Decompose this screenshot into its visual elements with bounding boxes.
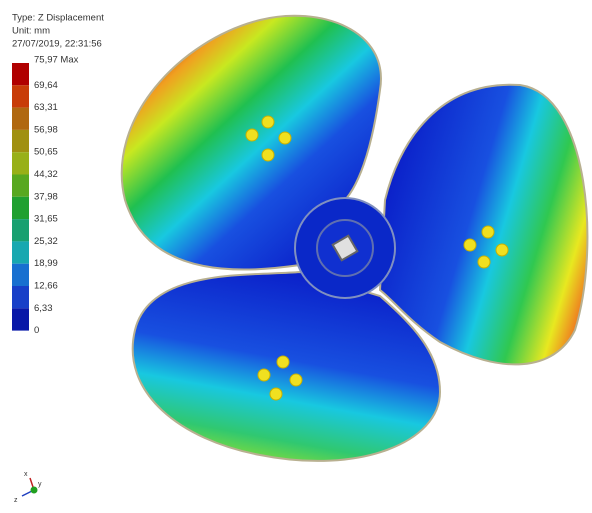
legend-label: 6,33: [34, 303, 53, 314]
color-band: [12, 85, 29, 107]
color-band: [12, 63, 29, 85]
legend-label: 12,66: [34, 281, 58, 292]
legend-label: 31,65: [34, 214, 58, 225]
viewport: Type: Z Displacement Unit: mm 27/07/2019…: [0, 0, 592, 513]
pin: [262, 116, 274, 128]
color-band: [12, 308, 29, 330]
legend-label: 63,31: [34, 102, 58, 113]
pin: [277, 356, 289, 368]
legend-label: 56,98: [34, 124, 58, 135]
axis-label: y: [38, 481, 42, 488]
legend-label: 75,97 Max: [34, 55, 79, 66]
color-band: [12, 241, 29, 263]
blade: [380, 85, 587, 365]
color-band: [12, 175, 29, 197]
color-band: [12, 264, 29, 286]
pin: [496, 244, 508, 256]
color-band: [12, 152, 29, 174]
color-band: [12, 130, 29, 152]
pin: [464, 239, 476, 251]
pin: [478, 256, 490, 268]
legend-label: 37,98: [34, 191, 58, 202]
legend-label: 18,99: [34, 258, 58, 269]
result-type: Type: Z Displacement: [12, 13, 104, 24]
axis-label: x: [24, 471, 28, 478]
timestamp: 27/07/2019, 22:31:56: [12, 39, 102, 50]
legend: 75,97 Max 69,64 63,31 56,98 50,65 44,32 37,98 3…: [12, 55, 79, 337]
legend-label: 69,64: [34, 80, 58, 91]
pin: [258, 369, 270, 381]
color-band: [12, 219, 29, 241]
color-band: [12, 197, 29, 219]
pin: [262, 149, 274, 161]
triad: x y z: [14, 471, 42, 504]
unit: Unit: mm: [12, 26, 50, 37]
axis-label: z: [14, 497, 18, 504]
legend-label: 44,32: [34, 169, 58, 180]
color-band: [12, 286, 29, 308]
color-band: [12, 108, 29, 130]
propeller: [122, 16, 588, 461]
pin: [270, 388, 282, 400]
legend-label: 0: [34, 325, 39, 336]
pin: [290, 374, 302, 386]
legend-label: 25,32: [34, 236, 58, 247]
legend-label: 50,65: [34, 147, 58, 158]
scene: Type: Z Displacement Unit: mm 27/07/2019…: [0, 0, 592, 513]
pin: [279, 132, 291, 144]
pin: [246, 129, 258, 141]
pin: [482, 226, 494, 238]
